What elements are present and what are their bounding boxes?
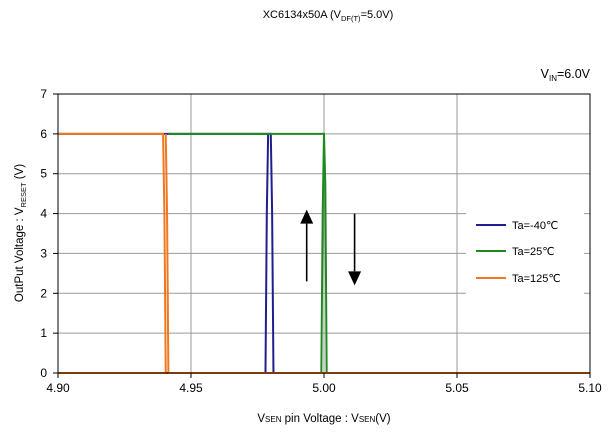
x-tick-label: 4.90: [46, 381, 70, 395]
vin-annotation: VIN=6.0V: [541, 67, 591, 83]
x-tick-label: 4.95: [179, 381, 203, 395]
y-tick-label: 2: [40, 286, 47, 300]
y-tick-label: 1: [40, 326, 47, 340]
x-tick-label: 5.00: [312, 381, 336, 395]
x-axis-label: VSEN pin Voltage : VSEN(V): [257, 413, 390, 425]
x-tick-label: 5.10: [578, 381, 602, 395]
legend-label-ta-minus40: Ta=-40℃: [512, 220, 558, 232]
legend: Ta=-40℃ Ta=25℃ Ta=125℃: [466, 204, 584, 299]
series-line-1-1: [320, 133, 325, 374]
y-tick-label: 5: [40, 167, 47, 181]
y-tick-label: 4: [40, 207, 47, 221]
y-axis-label: OutPut Voltage : VRESET (V): [14, 164, 28, 302]
tick-layer: 0 1 2 3 4 5 6 7 4.90 4.95 5.00 5.05 5.10: [40, 87, 602, 395]
y-tick-label: 7: [40, 87, 47, 101]
arrow-head-down: [348, 271, 362, 286]
arrow-layer: [300, 209, 362, 286]
x-tick-label: 5.05: [445, 381, 469, 395]
legend-label-ta-125: Ta=125℃: [512, 273, 561, 285]
y-tick-label: 0: [40, 366, 47, 380]
chart-title: XC6134x50A (VDF(T)=5.0V): [263, 9, 394, 23]
arrow-head-up: [300, 209, 314, 224]
y-tick-label: 3: [40, 246, 47, 260]
y-tick-label: 6: [40, 127, 47, 141]
legend-label-ta-25: Ta=25℃: [512, 246, 555, 258]
